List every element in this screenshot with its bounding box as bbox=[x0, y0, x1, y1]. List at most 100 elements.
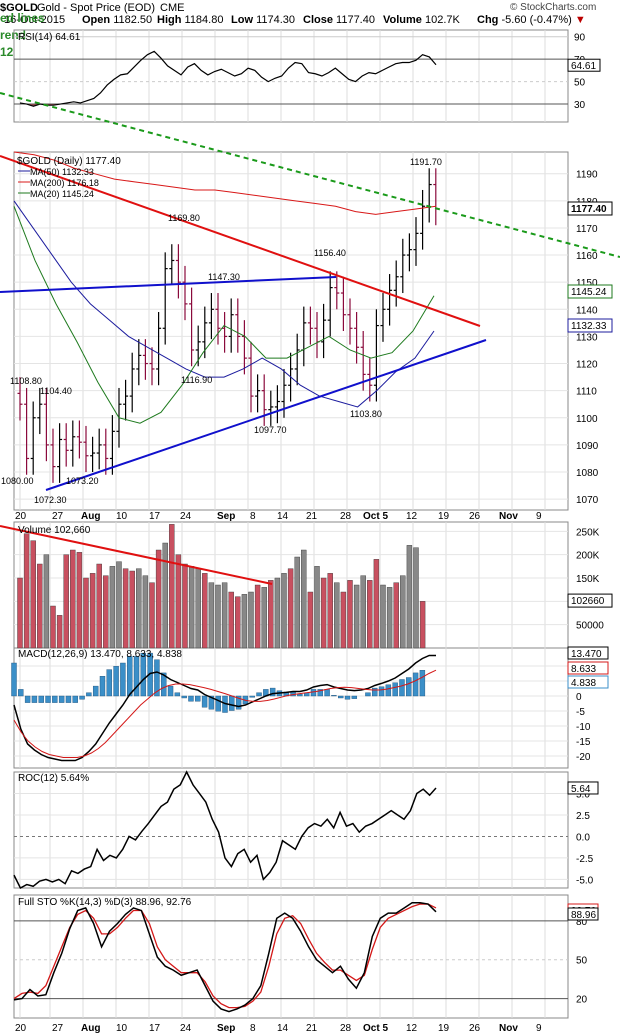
macd-histogram-bar bbox=[412, 672, 419, 697]
volume-bar bbox=[215, 584, 221, 649]
header-bar: $GOLD Gold - Spot Price (EOD) CME 16-Oct… bbox=[0, 0, 620, 26]
macd-histogram-bar bbox=[147, 652, 153, 697]
close-value: 1177.40 bbox=[336, 14, 375, 26]
open-value: 1182.50 bbox=[113, 14, 153, 26]
volume-bar bbox=[413, 547, 419, 649]
price-annotation: 1116.90 bbox=[181, 375, 212, 385]
volume-bar bbox=[109, 566, 116, 649]
rsi-line bbox=[19, 50, 437, 107]
bottom-x-label: 19 bbox=[438, 1023, 450, 1034]
macd-tick-label: -15 bbox=[576, 737, 591, 748]
macd-value-tag bbox=[567, 661, 609, 675]
macd-histogram-bar bbox=[201, 695, 208, 708]
macd-histogram-bar bbox=[188, 695, 194, 702]
macd-histogram-bar bbox=[38, 695, 44, 703]
macd-tick-label: -10 bbox=[576, 722, 591, 733]
volume-bar bbox=[30, 540, 36, 649]
macd-histogram-bar bbox=[235, 695, 242, 710]
chg-value: -5.60 (-0.47%) bbox=[501, 14, 572, 26]
volume-bar bbox=[261, 587, 267, 649]
macd-histogram-bar bbox=[324, 689, 330, 697]
volume-bar bbox=[228, 591, 234, 649]
panel-frame bbox=[13, 151, 569, 511]
macd-histogram-bar bbox=[338, 695, 344, 699]
ma20-line bbox=[13, 206, 435, 424]
macd-histogram-bar bbox=[351, 695, 358, 699]
bottom-x-label: 8 bbox=[250, 1023, 256, 1034]
macd-histogram-bar bbox=[113, 666, 119, 697]
macd-histogram-bar bbox=[215, 695, 221, 712]
panel-frame bbox=[13, 29, 569, 123]
bottom-x-label: 20 bbox=[15, 1023, 27, 1034]
macd-histogram-bar bbox=[52, 695, 58, 703]
trendline-blue-upper bbox=[0, 276, 337, 293]
macd-tick-label: 0 bbox=[576, 692, 582, 703]
price-annotation: 1169.80 bbox=[168, 213, 200, 223]
low-value: 1174.30 bbox=[256, 14, 296, 26]
macd-histogram-bar bbox=[31, 695, 38, 703]
volume-bar bbox=[221, 582, 228, 649]
volume-bar bbox=[50, 605, 56, 649]
bottom-x-label: 17 bbox=[149, 1023, 161, 1034]
exchange: CME bbox=[160, 2, 185, 14]
macd-histogram-bar bbox=[344, 695, 351, 700]
volume-bar bbox=[334, 582, 340, 649]
bottom-x-label: 27 bbox=[52, 1023, 64, 1034]
rsi-value-label: 64.61 bbox=[571, 61, 596, 72]
legend-ma200: MA(200) 1176.18 bbox=[30, 178, 99, 188]
price-annotation: 1097.70 bbox=[254, 425, 287, 435]
volume-bar bbox=[320, 577, 327, 649]
price-tick-label: 1110 bbox=[576, 387, 597, 398]
price-x-label: 27 bbox=[52, 511, 64, 522]
bottom-x-label: 21 bbox=[306, 1023, 318, 1034]
volume-tick-label: 200K bbox=[576, 551, 600, 562]
price-x-label: 20 bbox=[15, 511, 27, 522]
ma200-line bbox=[13, 151, 437, 215]
price-annotation: 1104.40 bbox=[40, 386, 72, 396]
bottom-x-label: 14 bbox=[277, 1023, 289, 1034]
volume-bar bbox=[235, 596, 241, 649]
macd-histogram-bar bbox=[208, 695, 215, 710]
volume-bar bbox=[136, 568, 142, 649]
rsi-tick-label: 50 bbox=[574, 78, 586, 89]
price-tick-label: 1140 bbox=[576, 305, 598, 316]
sto-tick-label: 20 bbox=[576, 995, 588, 1006]
price-tick-label: 1130 bbox=[576, 332, 598, 343]
volume-bar bbox=[202, 573, 208, 649]
price-x-label: 10 bbox=[116, 511, 128, 522]
macd-histogram-bar bbox=[269, 687, 276, 697]
symbol: $GOLD bbox=[0, 2, 38, 14]
sto-value-tag bbox=[567, 907, 599, 921]
macd-histogram-bar bbox=[195, 695, 201, 702]
macd-histogram-bar bbox=[365, 692, 371, 697]
volume-bar bbox=[43, 554, 50, 649]
price-tick-label: 1080 bbox=[576, 468, 599, 479]
price-title: $GOLD (Daily) 1177.40 bbox=[17, 156, 121, 167]
macd-title: MACD(12,26,9) 13.470, 8.633, 4.838 bbox=[18, 649, 182, 660]
bottom-x-label: 26 bbox=[469, 1023, 481, 1034]
volume-value-label: 102660 bbox=[571, 596, 605, 607]
volume-bar bbox=[307, 591, 314, 649]
macd-histogram-bar bbox=[45, 695, 51, 703]
volume-bar bbox=[406, 545, 413, 649]
volume-bar bbox=[347, 580, 353, 649]
macd-histogram-bar bbox=[310, 689, 317, 697]
bottom-x-label: Sep bbox=[217, 1023, 235, 1034]
volume-label: Volume bbox=[383, 14, 422, 26]
price-tick-label: 1170 bbox=[576, 224, 598, 235]
close-label: Close bbox=[303, 14, 333, 26]
high-value: 1184.80 bbox=[184, 14, 224, 26]
macd-histogram-bar bbox=[127, 656, 133, 697]
volume-bar bbox=[83, 577, 89, 649]
volume-bar bbox=[188, 566, 195, 649]
volume-bar bbox=[400, 575, 406, 649]
macd-histogram-bar bbox=[419, 670, 426, 697]
rsi-value-tag bbox=[567, 58, 601, 72]
price-annotation: 1103.80 bbox=[350, 409, 382, 419]
macd-histogram-bar bbox=[331, 695, 337, 697]
panel-frame bbox=[13, 894, 569, 1019]
macd-histogram-bar bbox=[99, 676, 106, 697]
price-value-tag-label: 1177.40 bbox=[571, 204, 607, 215]
macd-histogram-bar bbox=[406, 677, 412, 697]
volume-bar bbox=[122, 568, 129, 649]
